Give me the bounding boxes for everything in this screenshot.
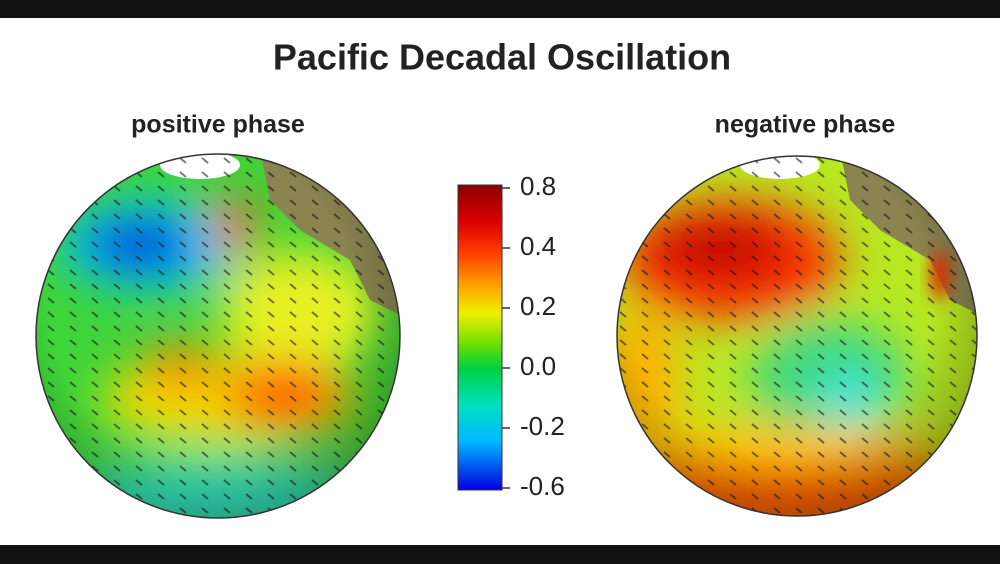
panel-label: positive phase [131, 111, 305, 139]
globe-outline [616, 155, 978, 517]
top-bar [0, 0, 1000, 18]
colorbar-ticks: 0.8 0.4 0.2 0.0 -0.2 -0.6 [502, 171, 565, 501]
colorbar-tick-label: 0.2 [520, 291, 556, 321]
globe-outline [35, 153, 401, 519]
colorbar-tick-label: -0.6 [520, 471, 565, 501]
colorbar-tick-label: -0.2 [520, 411, 565, 441]
colorbar-tick-label: 0.4 [520, 231, 556, 261]
colorbar-tick-label: 0.8 [520, 171, 556, 201]
title: Pacific Decadal Oscillation [273, 37, 731, 78]
bottom-bar [0, 545, 1000, 564]
globe-positive [36, 154, 400, 518]
panel-label: negative phase [715, 111, 896, 139]
colorbar [457, 184, 503, 491]
colorbar-tick-label: 0.0 [520, 351, 556, 381]
globe-negative [617, 156, 977, 516]
